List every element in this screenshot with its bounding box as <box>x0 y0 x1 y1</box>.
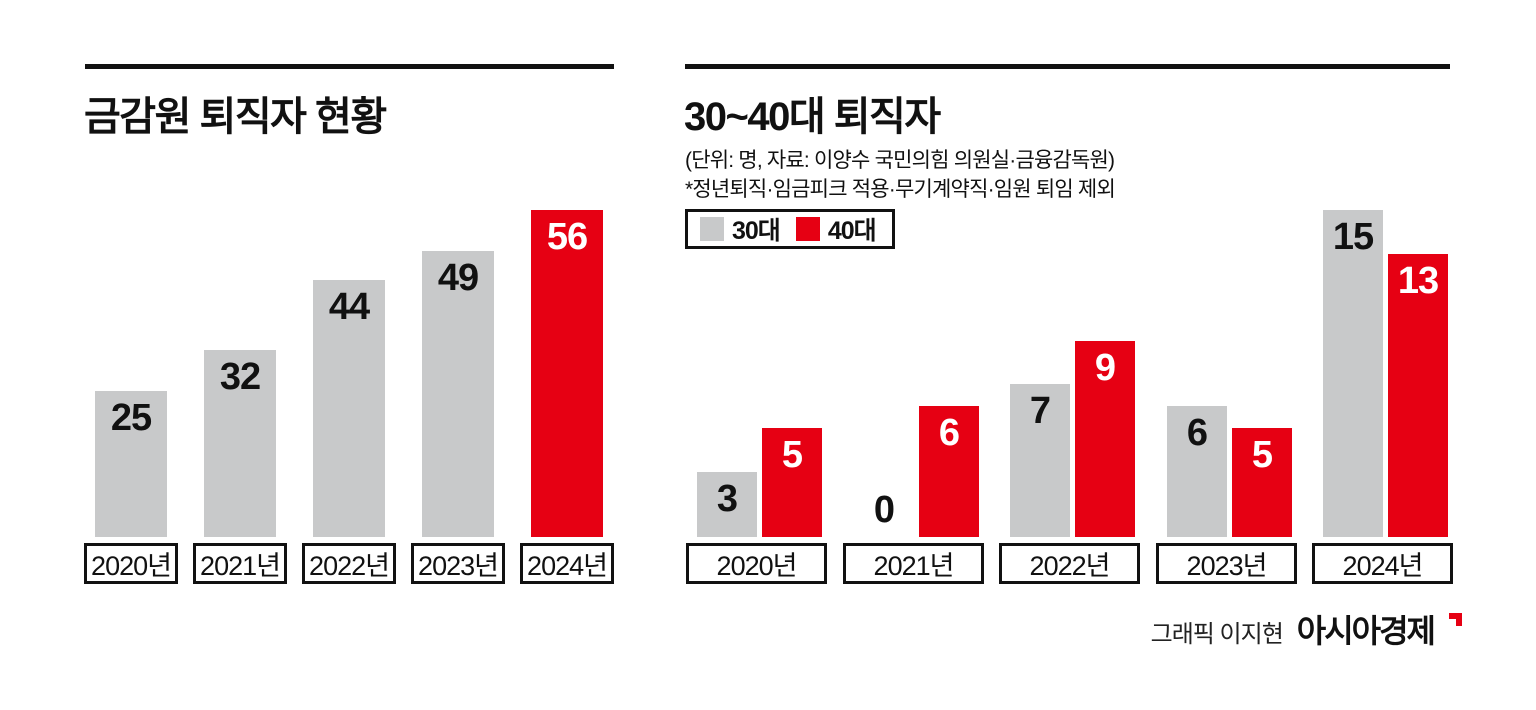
bar-2022년-40대 <box>1075 341 1135 537</box>
credit-designer: 그래픽 이지현 <box>1150 621 1284 648</box>
bar-value-2023년: 49 <box>437 257 479 299</box>
bar-2021년-40대 <box>919 406 979 537</box>
bar-value-2021년-40대: 6 <box>938 412 960 454</box>
bar-value-2023년-40대: 5 <box>1251 434 1273 476</box>
legend-item-30s: 30대 <box>700 211 781 247</box>
right-title-rule <box>685 64 1450 69</box>
x-axis-label-2020년: 2020년 <box>686 543 827 584</box>
legend-label-40s: 40대 <box>827 217 877 245</box>
bar-2022년-30대 <box>1010 384 1070 537</box>
bar-value-2021년: 32 <box>219 356 261 398</box>
x-axis-label-2024년: 2024년 <box>520 543 614 584</box>
bar-2021년 <box>204 350 276 537</box>
bar-2024년-30대 <box>1323 210 1383 537</box>
bar-value-2021년-30대: 0 <box>873 489 895 531</box>
x-axis-label-2022년: 2022년 <box>999 543 1140 584</box>
x-axis-label-2021년: 2021년 <box>843 543 984 584</box>
legend-swatch-red-icon <box>795 217 820 241</box>
left-title-rule <box>85 64 614 69</box>
bar-2020년 <box>95 391 167 537</box>
right-chart-subtitle: (단위: 명, 자료: 이양수 국민의힘 의원실·금융감독원) <box>685 149 1115 172</box>
bar-2023년-30대 <box>1167 406 1227 537</box>
credit: 그래픽 이지현 아시아경제 <box>1151 606 1462 652</box>
bar-value-2022년: 44 <box>328 286 370 328</box>
bar-value-2020년-40대: 5 <box>781 434 803 476</box>
brand-logo: 아시아경제 <box>1296 613 1436 649</box>
left-chart-title: 금감원 퇴직자 현황 <box>84 95 387 139</box>
right-chart-note: *정년퇴직·임금피크 적용·무기계약직·임원 퇴임 제외 <box>685 178 1116 201</box>
bar-2023년 <box>422 251 494 537</box>
bar-value-2022년-30대: 7 <box>1029 390 1051 432</box>
bar-value-2022년-40대: 9 <box>1094 347 1116 389</box>
x-axis-label-2021년: 2021년 <box>193 543 287 584</box>
right-chart-plot: 3 0 7 6 15 5 6 9 5 13 <box>686 180 1456 537</box>
bar-2024년-40대 <box>1388 254 1448 537</box>
x-axis-label-2023년: 2023년 <box>411 543 505 584</box>
left-chart-plot: 25 32 44 49 56 <box>84 180 614 537</box>
bar-2022년 <box>313 280 385 537</box>
bar-2020년-30대 <box>697 472 757 537</box>
x-axis-label-2023년: 2023년 <box>1156 543 1297 584</box>
legend-label-30s: 30대 <box>732 217 781 245</box>
x-axis-label-2022년: 2022년 <box>302 543 396 584</box>
legend-item-40s: 40대 <box>795 211 877 247</box>
bar-2020년-40대 <box>762 428 822 537</box>
right-chart-title: 30~40대 퇴직자 <box>684 95 941 139</box>
right-chart-x-axis: 2020년 2021년 2022년 2023년 2024년 <box>686 543 1458 587</box>
bar-value-2024년-40대: 13 <box>1397 260 1439 302</box>
bar-2024년 <box>531 210 603 537</box>
x-axis-label-2024년: 2024년 <box>1312 543 1453 584</box>
x-axis-label-2020년: 2020년 <box>84 543 178 584</box>
bar-2023년-40대 <box>1232 428 1292 537</box>
brand-logo-mark-icon <box>1449 613 1462 626</box>
bar-value-2023년-30대: 6 <box>1186 412 1208 454</box>
bar-value-2024년-30대: 15 <box>1332 216 1374 258</box>
legend: 30대 40대 <box>685 209 895 249</box>
bar-value-2020년-30대: 3 <box>716 478 738 520</box>
left-chart-x-axis: 2020년 2021년 2022년 2023년 2024년 <box>84 543 616 587</box>
bar-value-2020년: 25 <box>110 397 152 439</box>
legend-swatch-gray-icon <box>700 217 724 241</box>
bar-value-2024년: 56 <box>546 216 588 258</box>
